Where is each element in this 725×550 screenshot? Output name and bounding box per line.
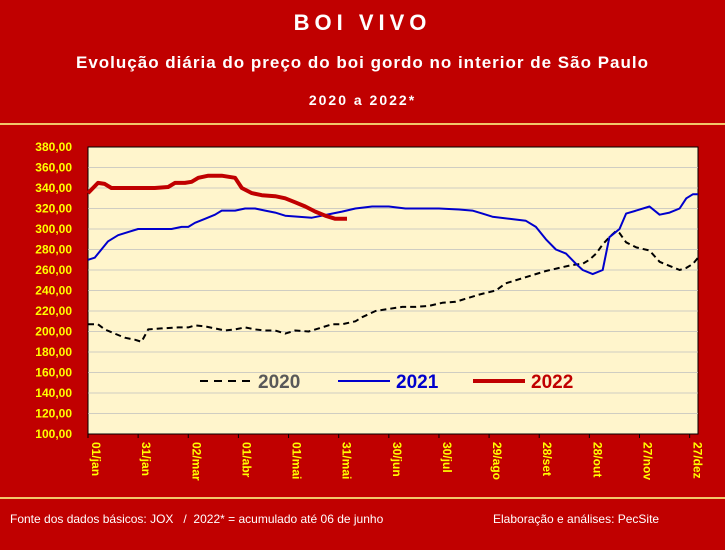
top-divider [0, 123, 725, 125]
y-tick-label: 240,00 [35, 284, 72, 298]
y-tick-label: 220,00 [35, 304, 72, 318]
x-tick-label: 30/jun [390, 442, 404, 477]
x-tick-label: 28/out [590, 442, 604, 477]
y-tick-label: 260,00 [35, 263, 72, 277]
chart-title: BOI VIVO [293, 10, 432, 35]
legend-label-2022: 2022 [531, 372, 573, 393]
x-tick-label: 02/mar [189, 442, 203, 481]
legend-label-2020: 2020 [258, 372, 300, 393]
y-tick-label: 300,00 [35, 222, 72, 236]
y-tick-label: 380,00 [35, 140, 72, 154]
x-tick-label: 01/jan [89, 442, 103, 476]
x-tick-label: 27/dez [691, 442, 705, 479]
y-tick-label: 180,00 [35, 345, 72, 359]
legend-label-2021: 2021 [396, 372, 439, 393]
chart-period: 2020 a 2022* [308, 92, 417, 108]
line-chart: 100,00 120,00 140,00 160,00 180,00 200,00 220,… [35, 140, 705, 481]
x-tick-label: 01/mai [290, 442, 304, 479]
x-tick-label: 30/jul [440, 442, 454, 473]
credit-note: Elaboração e análises: PecSite [493, 512, 660, 526]
chart-subtitle: Evolução diária do preço do boi gordo no… [76, 53, 649, 72]
series-line-2021 [87, 193, 698, 276]
y-tick-label: 320,00 [35, 202, 72, 216]
bottom-divider [0, 497, 725, 499]
y-tick-label: 360,00 [35, 161, 72, 175]
y-tick-label: 200,00 [35, 325, 72, 339]
y-tick-label: 160,00 [35, 366, 72, 380]
x-tick-label: 31/jan [139, 442, 153, 476]
source-note: Fonte dos dados básicos: JOX / 2022* = a… [10, 512, 384, 526]
x-tick-label: 28/set [540, 442, 554, 476]
series-line-2020 [88, 230, 699, 343]
y-tick-label: 280,00 [35, 243, 72, 257]
y-tick-label: 120,00 [35, 407, 72, 421]
x-tick-label: 31/mai [340, 442, 354, 479]
y-tick-label: 140,00 [35, 386, 72, 400]
series-line-2022 [86, 173, 347, 221]
x-tick-label: 29/ago [490, 442, 504, 480]
x-tick-label: 27/nov [641, 442, 655, 480]
y-tick-label: 340,00 [35, 181, 72, 195]
y-tick-label: 100,00 [35, 427, 72, 441]
x-tick-label: 01/abr [239, 442, 253, 478]
